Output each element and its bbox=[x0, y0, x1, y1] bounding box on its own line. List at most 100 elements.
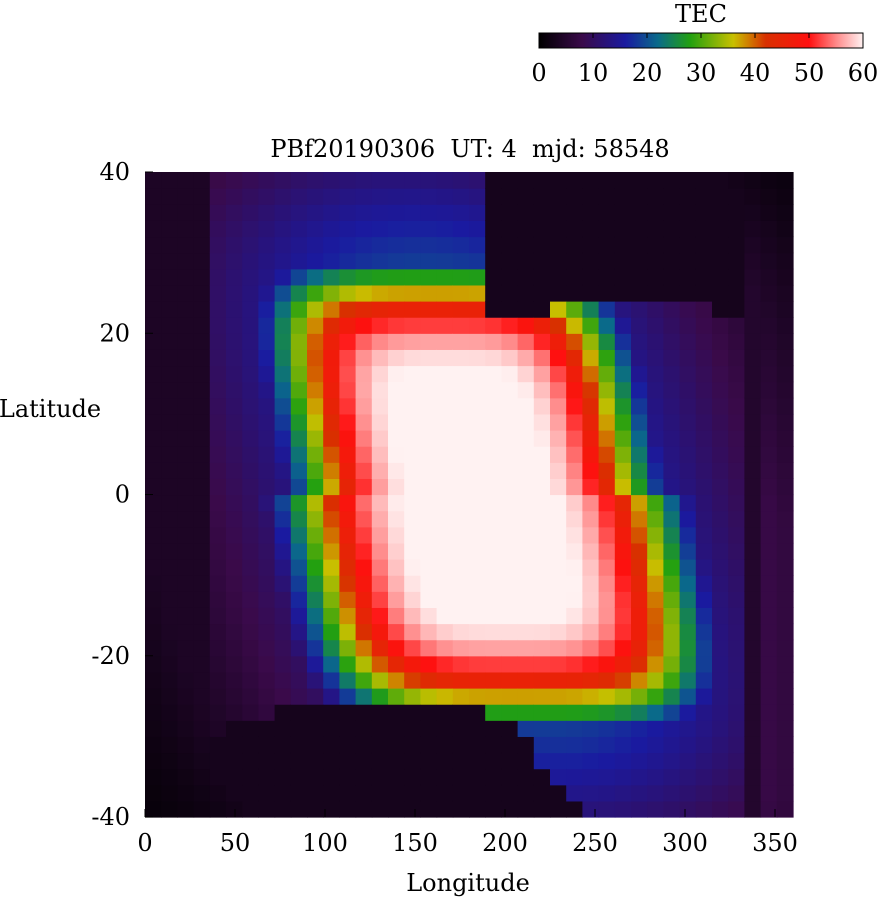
heatmap-cell bbox=[145, 607, 162, 625]
heatmap-cell bbox=[695, 462, 713, 479]
heatmap-cell bbox=[452, 317, 470, 334]
heatmap-cell bbox=[744, 188, 762, 205]
heatmap-cell bbox=[744, 704, 762, 721]
heatmap-cell bbox=[193, 365, 211, 383]
heatmap-cell bbox=[647, 188, 664, 205]
heatmap-cell bbox=[728, 510, 745, 528]
heatmap-cell bbox=[258, 268, 276, 286]
heatmap-cell bbox=[420, 462, 438, 479]
heatmap-cell bbox=[712, 768, 729, 786]
heatmap-cell bbox=[209, 768, 227, 786]
heatmap-cell bbox=[290, 575, 308, 592]
heatmap-cell bbox=[193, 220, 211, 238]
heatmap-cell bbox=[760, 397, 778, 415]
heatmap-cell bbox=[420, 188, 438, 205]
heatmap-cell bbox=[258, 478, 276, 496]
heatmap-cell bbox=[695, 397, 713, 415]
heatmap-cell bbox=[452, 188, 470, 205]
heatmap-cell bbox=[679, 800, 697, 818]
heatmap-cell bbox=[744, 236, 762, 254]
heatmap-cell bbox=[631, 381, 648, 399]
heatmap-cell bbox=[679, 413, 697, 431]
heatmap-cell bbox=[404, 397, 421, 415]
heatmap-cell bbox=[744, 591, 762, 608]
heatmap-cell bbox=[582, 591, 600, 608]
heatmap-cell bbox=[436, 607, 454, 625]
heatmap-cell bbox=[566, 623, 583, 641]
heatmap-cell bbox=[226, 478, 243, 496]
heatmap-cell bbox=[177, 591, 195, 608]
heatmap-cell bbox=[323, 526, 340, 544]
heatmap-cell bbox=[355, 365, 373, 383]
heatmap-cell bbox=[371, 720, 389, 737]
heatmap-cell bbox=[566, 559, 583, 576]
heatmap-cell bbox=[436, 172, 454, 189]
heatmap-cell bbox=[274, 236, 292, 254]
heatmap-cell bbox=[436, 559, 454, 576]
heatmap-cell bbox=[290, 301, 308, 318]
heatmap-cell bbox=[663, 284, 681, 302]
heatmap-cell bbox=[307, 752, 324, 770]
heatmap-cell bbox=[647, 639, 664, 657]
heatmap-cell bbox=[436, 591, 454, 608]
heatmap-cell bbox=[323, 784, 340, 802]
heatmap-cell bbox=[566, 655, 583, 673]
heatmap-cell bbox=[744, 559, 762, 576]
heatmap-cell bbox=[614, 301, 632, 318]
heatmap-cell bbox=[404, 575, 421, 592]
heatmap-cell bbox=[501, 510, 519, 528]
heatmap-cell bbox=[193, 284, 211, 302]
heatmap-cell bbox=[452, 220, 470, 238]
y-tick-label: 20 bbox=[99, 319, 130, 347]
heatmap-cell bbox=[404, 688, 421, 705]
heatmap-cell bbox=[323, 575, 340, 592]
heatmap-cell bbox=[469, 688, 486, 705]
heatmap-cell bbox=[226, 252, 243, 270]
heatmap-cell bbox=[728, 720, 745, 737]
heatmap-cell bbox=[647, 397, 664, 415]
heatmap-cell bbox=[566, 752, 583, 770]
heatmap-cell bbox=[501, 542, 519, 560]
heatmap-cell bbox=[404, 252, 421, 270]
heatmap-cell bbox=[371, 317, 389, 334]
heatmap-cell bbox=[452, 446, 470, 463]
heatmap-cell bbox=[695, 333, 713, 350]
heatmap-cell bbox=[550, 462, 567, 479]
heatmap-cell bbox=[695, 301, 713, 318]
heatmap-cell bbox=[485, 381, 502, 399]
heatmap-cell bbox=[582, 575, 600, 592]
heatmap-cell bbox=[242, 220, 259, 238]
heatmap-cell bbox=[631, 301, 648, 318]
heatmap-cell bbox=[323, 220, 340, 238]
heatmap-cell bbox=[323, 623, 340, 641]
heatmap-cell bbox=[436, 268, 454, 286]
heatmap-cell bbox=[290, 542, 308, 560]
heatmap-cell bbox=[242, 542, 259, 560]
heatmap-cell bbox=[436, 349, 454, 367]
heatmap-cell bbox=[226, 752, 243, 770]
heatmap-cell bbox=[501, 397, 519, 415]
heatmap-cell bbox=[760, 607, 778, 625]
heatmap-cell bbox=[209, 494, 227, 512]
heatmap-cell bbox=[420, 623, 438, 641]
heatmap-cell bbox=[566, 317, 583, 334]
heatmap-cell bbox=[258, 542, 276, 560]
heatmap-cell bbox=[744, 671, 762, 689]
heatmap-cell bbox=[776, 381, 794, 399]
heatmap-cell bbox=[226, 768, 243, 786]
heatmap-cell bbox=[760, 301, 778, 318]
heatmap-cell bbox=[760, 704, 778, 721]
heatmap-cell bbox=[355, 462, 373, 479]
heatmap-cell bbox=[388, 188, 405, 205]
heatmap-cell bbox=[355, 542, 373, 560]
heatmap-cell bbox=[728, 381, 745, 399]
heatmap-cell bbox=[647, 510, 664, 528]
heatmap-cell bbox=[776, 784, 794, 802]
heatmap-cell bbox=[209, 462, 227, 479]
heatmap-cell bbox=[274, 188, 292, 205]
heatmap-cell bbox=[598, 317, 616, 334]
heatmap-cell bbox=[436, 462, 454, 479]
heatmap-cell bbox=[177, 752, 195, 770]
heatmap-cell bbox=[145, 688, 162, 705]
heatmap-cell bbox=[469, 413, 486, 431]
